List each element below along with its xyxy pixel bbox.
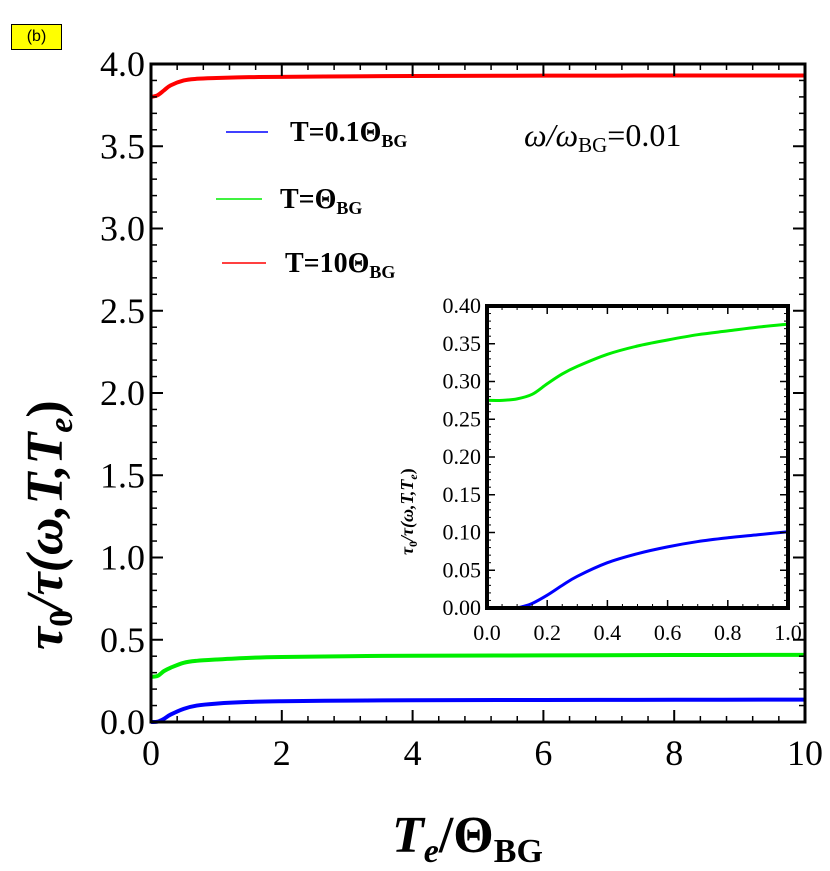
inset-x-tick-label: 0.0 xyxy=(473,620,501,645)
inset-plot-frame xyxy=(485,304,790,610)
legend: T=0.1ΘBG T=ΘBG T=10ΘBG xyxy=(216,117,407,282)
inset-y-tick-label: 0.20 xyxy=(443,444,482,469)
inset-x-tick-label: 0.4 xyxy=(594,620,622,645)
inset-background xyxy=(487,306,788,608)
inset-y-tick-label: 0.25 xyxy=(443,406,482,431)
y-axis-label: τ0/τ(ω,T,Te) xyxy=(17,400,80,650)
inset-y-tick-label: 0.00 xyxy=(443,595,482,620)
x-tick-label: 10 xyxy=(787,733,823,773)
inset-y-axis-label: τ0/τ(ω,T,Te) xyxy=(397,468,420,555)
inset-y-tick-label: 0.10 xyxy=(443,520,482,545)
y-tick-label: 3.5 xyxy=(100,126,145,166)
inset-x-tick-label: 0.6 xyxy=(654,620,682,645)
inset-y-tick-label: 0.40 xyxy=(443,293,482,318)
inset-y-tick-label: 0.35 xyxy=(443,331,482,356)
y-tick-label: 4.0 xyxy=(100,44,145,84)
inset-y-tick-label: 0.30 xyxy=(443,369,482,394)
inset-x-tick-label: 1.0 xyxy=(774,620,802,645)
inset-x-tick-label: 0.2 xyxy=(533,620,561,645)
legend-label: T=10ΘBG xyxy=(285,248,395,282)
x-tick-label: 4 xyxy=(404,733,422,773)
y-tick-label: 2.5 xyxy=(100,291,145,331)
series-line-1 xyxy=(150,652,806,679)
x-axis-label: Te/ΘBG xyxy=(392,807,543,870)
frequency-annotation: ω/ωBG=0.01 xyxy=(524,117,681,157)
y-tick-label: 0.5 xyxy=(100,620,145,660)
inset-y-tick-label: 0.05 xyxy=(443,557,482,582)
series-line-0 xyxy=(150,697,806,725)
inset-series-line-1 xyxy=(486,322,789,402)
x-tick-label: 2 xyxy=(273,733,291,773)
y-tick-label: 1.5 xyxy=(100,455,145,495)
y-tick-label: 1.0 xyxy=(100,538,145,578)
y-tick-label: 3.0 xyxy=(100,209,145,249)
legend-label: T=0.1ΘBG xyxy=(290,117,407,151)
y-tick-label: 2.0 xyxy=(100,373,145,413)
legend-label: T=ΘBG xyxy=(280,184,362,218)
main-plot-frame xyxy=(149,62,807,724)
y-tick-label: 0.0 xyxy=(100,702,145,742)
x-tick-label: 0 xyxy=(142,733,160,773)
panel-label: (b) xyxy=(11,24,62,50)
x-tick-label: 6 xyxy=(534,733,552,773)
x-tick-label: 8 xyxy=(665,733,683,773)
inset-x-tick-label: 0.8 xyxy=(714,620,742,645)
inset-y-tick-label: 0.15 xyxy=(443,482,482,507)
series-line-2 xyxy=(150,73,806,99)
